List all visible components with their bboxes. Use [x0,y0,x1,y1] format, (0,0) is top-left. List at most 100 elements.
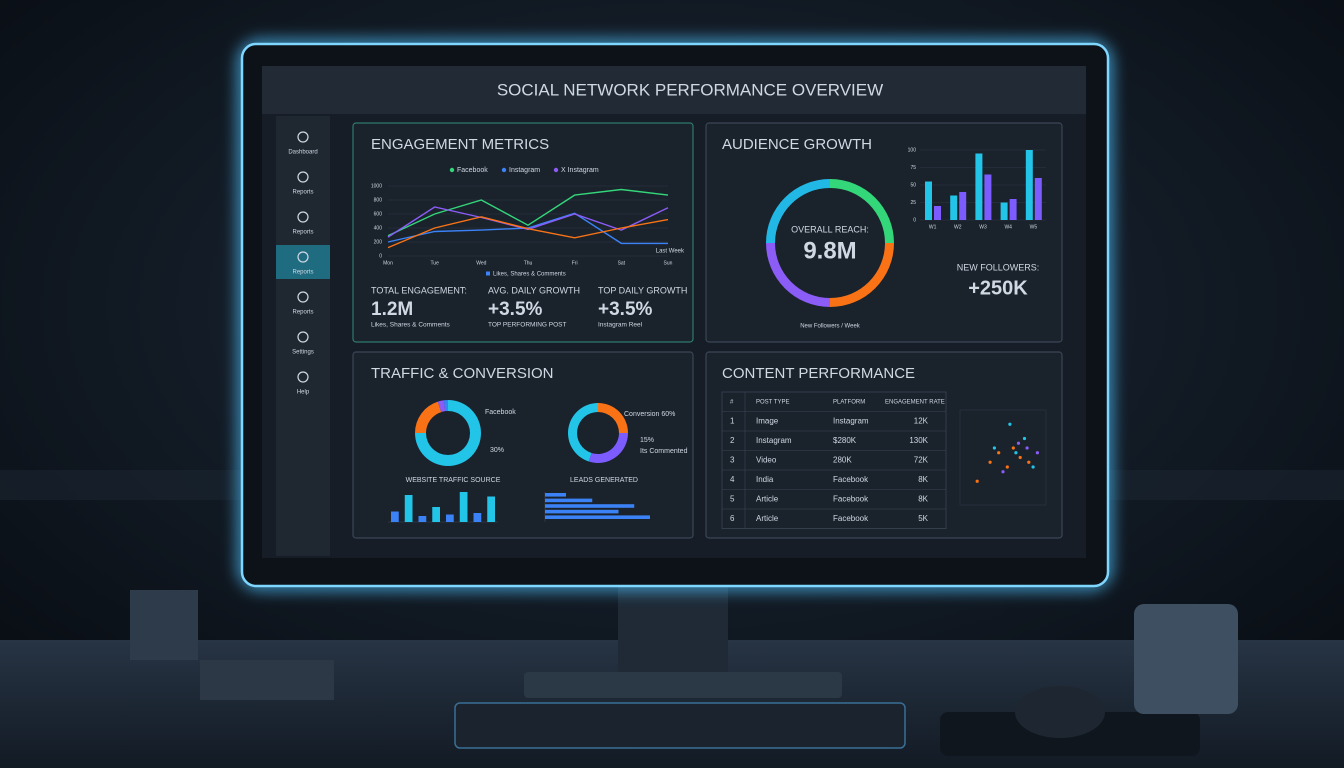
sidebar-icon [297,211,309,223]
bar [487,496,495,522]
bar [975,153,983,220]
donut-segment [415,401,442,433]
table-cell: 72K [914,455,929,464]
bar [934,206,941,220]
table-cell: 6 [730,514,735,523]
sidebar-icon [297,371,309,383]
sidebar-icon [297,171,309,183]
legend-entry: Instagram [509,167,540,174]
sidebar-item: Dashboard [288,150,317,156]
scatter-point [1016,441,1021,445]
donut-label: 30% [490,447,504,454]
table-cell: Video [756,455,777,464]
hbar [545,493,566,497]
scatter-point [1022,436,1027,441]
reach-value: 9.8M [803,237,856,264]
stat-label: TOP DAILY GROWTH [598,285,687,295]
sidebar-icon [297,251,309,263]
table-cell: 1 [730,416,735,425]
sidebar-icon [297,291,309,303]
content-panel [705,351,1063,539]
x-axis-label: Likes, Shares & Comments [493,272,566,278]
sidebar-icon [297,131,309,143]
followers-label: NEW FOLLOWERS: [957,262,1040,272]
x-tick-label: Sat [618,260,626,266]
stat-caption: Instagram Reel [598,322,643,329]
stat-caption: TOP PERFORMING POST [488,322,567,329]
donut-segment [443,399,448,412]
donut-segment [415,400,481,466]
donut-label: Facebook [485,409,516,416]
bar [432,507,440,522]
legend-swatch [449,167,455,173]
sidebar-item: Reports [292,310,313,316]
table-cell: 4 [730,475,735,484]
line-series [387,188,669,237]
x-tick-label: W4 [1004,224,1012,230]
y-tick-label: 25 [910,200,916,206]
table [721,391,947,529]
table-cell: 3 [730,455,735,464]
sidebar-item: Help [297,390,310,396]
donut-segment [830,179,894,243]
pen-holder [130,590,198,660]
stat-caption: Likes, Shares & Comments [371,322,451,329]
plot-area [959,409,1047,506]
monitor-stand [618,586,728,676]
bar [950,195,958,220]
table-cell: 5K [918,514,928,523]
y-tick-label: 200 [374,239,383,245]
legend-swatch [501,167,507,173]
scatter-point [1011,446,1015,450]
donut-caption: LEADS GENERATED [570,477,638,484]
x-tick-label: Fri [572,260,578,266]
x-tick-label: W1 [929,224,937,230]
scatter-point [997,451,1001,455]
scatter-point [1031,465,1035,469]
donut-segment [588,433,628,463]
legend-entry: X Instagram [561,167,599,174]
table-cell: $280K [833,436,857,445]
dashboard-title: SOCIAL NETWORK PERFORMANCE OVERVIEW [497,80,883,99]
scatter-point [1018,455,1022,460]
scatter-point [992,446,997,450]
y-tick-label: 600 [374,211,383,217]
table-header: POST TYPE [756,399,789,405]
y-tick-label: 1000 [371,183,382,189]
y-tick-label: 0 [379,253,382,259]
table-header: # [730,399,734,405]
panel-title: ENGAGEMENT METRICS [371,136,549,153]
mug [1134,604,1238,714]
scatter-point [1001,470,1005,474]
reach-label: OVERALL REACH: [791,224,869,234]
line-series [387,216,669,249]
y-tick-label: 50 [910,182,916,188]
x-tick-label: Tue [430,260,439,266]
table-cell: 12K [914,416,929,425]
bar [1025,150,1033,220]
reach-caption: New Followers / Week [800,324,861,330]
donut-label: Its Commented [640,448,688,455]
table-cell: 8K [918,494,928,503]
stat-label: TOTAL ENGAGEMENT: [371,285,467,295]
scatter-point [1027,460,1031,464]
scatter-point [1025,446,1029,450]
followers-value: +250K [968,277,1028,299]
scatter-point [1005,465,1009,469]
legend-entry: Facebook [457,167,488,174]
scatter-point [1008,422,1012,426]
panel-title: CONTENT PERFORMANCE [722,365,915,382]
stat-value: +3.5% [488,299,543,320]
chart-note: Last Week [656,249,685,255]
hbar [545,509,619,514]
engagement-panel [352,122,694,343]
bar [473,513,482,522]
table-cell: Facebook [833,514,869,523]
donut-segment [598,403,628,433]
donut-segment [766,179,830,243]
bar [391,511,399,522]
traffic-panel [352,351,694,539]
mouse [1015,686,1105,738]
